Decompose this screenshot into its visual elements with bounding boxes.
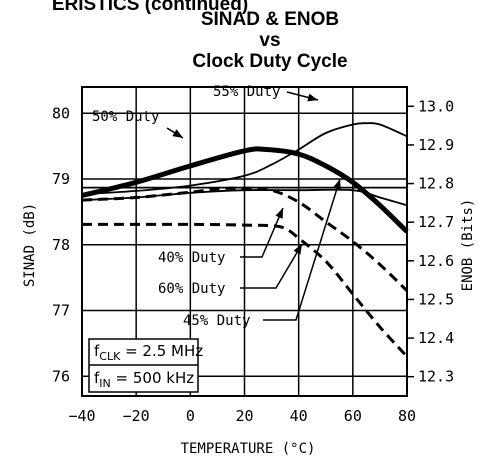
y2-tick-label: 12.5 [418, 290, 454, 308]
chart-subtitle: Clock Duty Cycle [192, 51, 347, 72]
series-line-40-duty [81, 188, 408, 207]
leader-line-60-duty [240, 243, 303, 289]
chart-title-vs: vs [259, 30, 280, 51]
series-line-unlabeled-5 [81, 222, 409, 358]
plot-frame [81, 86, 408, 397]
y2-tick-label: 12.3 [418, 368, 454, 386]
fin-condition: fIN = 500 kHz [94, 369, 194, 390]
y2-tick-label: 12.8 [418, 175, 454, 193]
axis-ticks [407, 105, 414, 378]
tick-labels: −40 −20 0 20 40 60 80 76 77 78 79 80 12.3 12.4 12.5 12.… [52, 97, 454, 425]
x-axis-label: TEMPERATURE (°C) [181, 441, 316, 457]
x-tick-label: 40 [290, 407, 308, 425]
fclk-f: f [94, 342, 100, 360]
series-labels: 55% Duty 50% Duty 45% Duty 40% Duty 60% Duty [92, 84, 280, 329]
fclk-value: = 2.5 MHz [120, 342, 203, 360]
leader-arrowhead-45-duty [333, 179, 341, 190]
y-tick-label: 76 [52, 367, 70, 385]
x-tick-label: 60 [344, 407, 362, 425]
leader-line-40-duty [240, 207, 284, 258]
leader-arrowhead-40-duty [275, 208, 283, 219]
y2-tick-label: 12.7 [418, 213, 454, 231]
y-tick-label: 77 [52, 302, 70, 320]
fin-sub: IN [99, 377, 110, 390]
leader-arrowhead-50-duty [172, 129, 183, 138]
chart-title: SINAD & ENOB [201, 9, 339, 30]
x-tick-label: 0 [186, 407, 195, 425]
fin-value: = 500 kHz [111, 369, 194, 387]
fin-f: f [94, 369, 100, 387]
y-tick-label: 78 [52, 236, 70, 254]
leader-line-45-duty [263, 178, 341, 321]
page-header-fragment: ERISTICS (continued) [52, 0, 248, 15]
leader-arrowhead-55-duty [307, 93, 318, 102]
y2-axis-label: ENOB (Bits) [460, 199, 476, 292]
series-label-40-duty: 40% Duty [158, 250, 225, 266]
conditions-box: fCLK = 2.5 MHz fIN = 500 kHz [88, 338, 203, 393]
x-tick-label: −40 [68, 407, 95, 425]
series-label-55-duty: 55% Duty [213, 84, 280, 100]
series-lines [81, 122, 409, 358]
y2-tick-label: 12.9 [418, 136, 454, 154]
series-label-50-duty: 50% Duty [92, 109, 159, 125]
leader-arrowhead-60-duty [293, 244, 302, 255]
series-label-45-duty: 45% Duty [183, 313, 250, 329]
y2-tick-label: 12.6 [418, 252, 454, 270]
fclk-sub: CLK [99, 350, 121, 363]
y-tick-label: 79 [52, 170, 70, 188]
y-tick-label: 80 [52, 104, 70, 122]
annotation-leaders [166, 91, 341, 321]
y-axis-label: SINAD (dB) [22, 203, 38, 287]
series-label-60-duty: 60% Duty [158, 281, 225, 297]
grid-lines [82, 87, 407, 396]
x-tick-label: −20 [123, 407, 150, 425]
series-line-60-duty [81, 186, 409, 292]
x-tick-label: 20 [235, 407, 253, 425]
y2-tick-label: 12.4 [418, 329, 454, 347]
fclk-condition: fCLK = 2.5 MHz [94, 342, 203, 363]
y2-tick-label: 13.0 [418, 97, 454, 115]
x-tick-label: 80 [398, 407, 416, 425]
